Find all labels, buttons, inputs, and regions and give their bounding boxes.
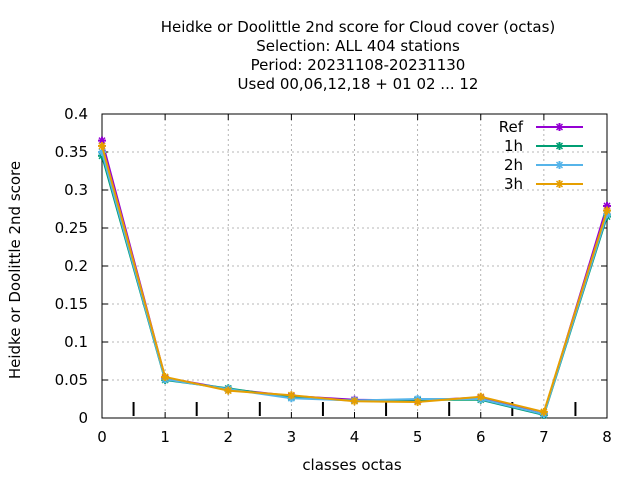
y-tick-label: 0.3 — [64, 181, 88, 199]
data-point — [287, 391, 295, 399]
data-point — [540, 408, 548, 416]
series-2h — [98, 148, 611, 419]
y-tick-label: 0 — [78, 409, 88, 427]
x-tick-label: 2 — [223, 428, 233, 446]
x-tick-label: 8 — [602, 428, 612, 446]
data-point — [555, 180, 564, 188]
y-tick-label: 0.05 — [55, 371, 88, 389]
data-point — [555, 123, 564, 131]
series-3h — [98, 141, 611, 416]
x-tick-label: 4 — [350, 428, 360, 446]
data-point — [224, 387, 232, 395]
chart-title-line-4: Used 00,06,12,18 + 01 02 ... 12 — [237, 75, 479, 93]
data-point — [555, 161, 564, 169]
legend-swatch — [536, 161, 583, 169]
y-axis-label-container: Heidke or Doolittle 2nd score — [4, 150, 26, 390]
y-axis-label: Heidke or Doolittle 2nd score — [6, 160, 24, 380]
y-tick-label: 0.4 — [64, 105, 88, 123]
y-tick-label: 0.35 — [55, 143, 88, 161]
x-tick-label: 0 — [97, 428, 107, 446]
x-tick-label: 5 — [413, 428, 423, 446]
data-point — [414, 398, 422, 406]
data-point — [98, 142, 106, 150]
legend-swatch — [536, 180, 583, 188]
data-point — [350, 397, 359, 405]
y-tick-label: 0.15 — [55, 295, 88, 313]
legend-label: 2h — [504, 156, 523, 174]
x-tick-label: 7 — [539, 428, 549, 446]
legend-label: Ref — [499, 118, 524, 136]
x-tick-label: 6 — [476, 428, 486, 446]
legend-swatch — [536, 123, 583, 131]
chart-title-line-2: Selection: ALL 404 stations — [256, 37, 460, 55]
legend-swatch — [536, 142, 583, 150]
legend-label: 3h — [504, 175, 523, 193]
y-tick-label: 0.2 — [64, 257, 88, 275]
chart-title-line-1: Heidke or Doolittle 2nd score for Cloud … — [160, 18, 556, 36]
x-axis-label: classes octas — [302, 456, 402, 474]
data-point — [603, 206, 611, 215]
y-tick-label: 0.25 — [55, 219, 88, 237]
data-point — [555, 142, 564, 150]
data-point — [98, 137, 106, 145]
data-point — [477, 393, 485, 401]
x-tick-label: 3 — [287, 428, 297, 446]
chart-title-line-3: Period: 20231108-20231130 — [250, 56, 466, 74]
x-tick-label: 1 — [160, 428, 170, 446]
series-line — [101, 140, 608, 416]
data-point — [161, 373, 169, 381]
y-tick-label: 0.1 — [64, 333, 88, 351]
legend-label: 1h — [504, 137, 523, 155]
